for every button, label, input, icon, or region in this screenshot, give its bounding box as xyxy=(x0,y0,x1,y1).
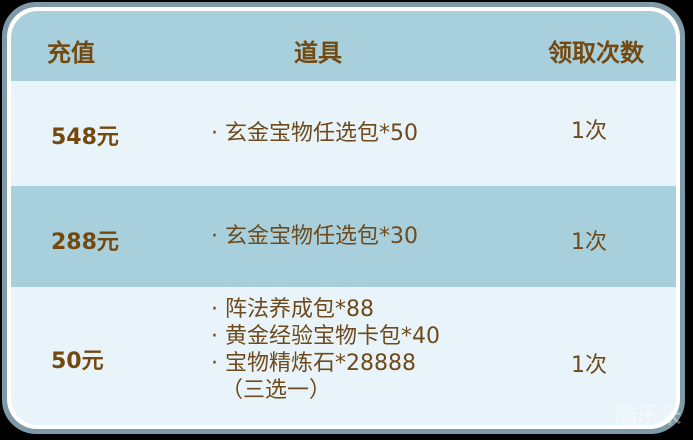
card-inner-border: 充值 道具 领取次数 548元 · 玄金宝物任选包*50 1次 288元 · 玄… xyxy=(7,7,680,429)
item-line: · 黄金经验宝物卡包*40 xyxy=(211,324,440,349)
item-line: · 宝物精炼石*28888 xyxy=(211,351,416,376)
item-line: · 玄金宝物任选包*30 xyxy=(211,224,418,249)
table-row: 548元 · 玄金宝物任选包*50 1次 xyxy=(11,81,676,186)
header-recharge: 充值 xyxy=(47,39,95,67)
table-header: 充值 道具 领取次数 xyxy=(11,11,676,81)
reward-table: 充值 道具 领取次数 548元 · 玄金宝物任选包*50 1次 288元 · 玄… xyxy=(11,11,676,425)
claim-times: 1次 xyxy=(571,353,607,378)
table-row: 288元 · 玄金宝物任选包*30 1次 xyxy=(11,186,676,287)
header-times: 领取次数 xyxy=(548,39,644,67)
recharge-amount: 288元 xyxy=(51,230,119,255)
recharge-amount: 548元 xyxy=(51,125,119,150)
claim-times: 1次 xyxy=(571,230,607,255)
watermark: 酷乐米 xyxy=(614,404,681,429)
table-row: 50元 · 阵法养成包*88 · 黄金经验宝物卡包*40 · 宝物精炼石*288… xyxy=(11,287,676,425)
header-items: 道具 xyxy=(294,39,342,67)
claim-times: 1次 xyxy=(571,119,607,144)
item-note: （三选一） xyxy=(221,378,332,403)
reward-table-card: 充值 道具 领取次数 548元 · 玄金宝物任选包*50 1次 288元 · 玄… xyxy=(2,2,685,434)
recharge-amount: 50元 xyxy=(51,349,104,374)
item-line: · 阵法养成包*88 xyxy=(211,297,374,322)
item-line: · 玄金宝物任选包*50 xyxy=(211,121,418,146)
